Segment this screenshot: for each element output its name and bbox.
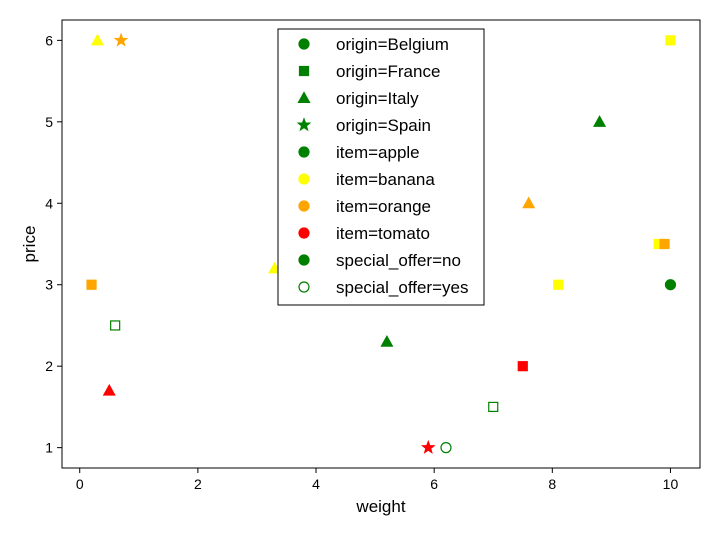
data-point xyxy=(90,33,104,46)
x-axis-ticks: 0 2 4 6 8 10 xyxy=(76,468,679,492)
y-axis-ticks: 1 2 3 4 5 6 xyxy=(45,32,62,456)
y-tick-label: 3 xyxy=(45,277,53,293)
data-point xyxy=(440,442,452,454)
legend-label: origin=Spain xyxy=(336,116,431,135)
x-tick-label: 2 xyxy=(194,476,202,492)
data-point xyxy=(665,35,676,46)
data-point xyxy=(522,196,536,209)
x-tick-label: 4 xyxy=(312,476,320,492)
x-axis-label: weight xyxy=(355,497,405,516)
data-point xyxy=(659,238,670,250)
legend-marker xyxy=(298,38,310,50)
legend-marker xyxy=(298,281,310,293)
legend-label: item=orange xyxy=(336,197,431,216)
data-point xyxy=(268,261,282,274)
legend-label: special_offer=yes xyxy=(336,278,468,297)
legend-marker xyxy=(298,146,310,158)
legend-label: item=apple xyxy=(336,143,420,162)
legend-label: origin=Belgium xyxy=(336,35,449,54)
plot-frame xyxy=(61,19,701,469)
y-tick-label: 6 xyxy=(45,32,53,48)
legend-marker xyxy=(298,254,310,266)
data-point xyxy=(86,279,97,290)
legend-box xyxy=(277,28,485,306)
data-point xyxy=(420,439,436,454)
data-point xyxy=(102,383,116,396)
legend-marker xyxy=(297,91,311,104)
data-point xyxy=(380,335,394,347)
x-tick-label: 8 xyxy=(548,476,556,492)
data-point xyxy=(110,320,121,331)
legend-label: item=tomato xyxy=(336,224,430,243)
y-tick-label: 2 xyxy=(45,358,53,374)
legend-label: item=banana xyxy=(336,170,435,189)
data-point xyxy=(664,279,677,291)
legend-label: special_offer=no xyxy=(336,251,461,270)
y-tick-label: 5 xyxy=(45,114,53,130)
legend-label: origin=France xyxy=(336,62,440,81)
x-tick-label: 10 xyxy=(663,476,679,492)
legend-marker xyxy=(298,227,310,239)
legend-marker xyxy=(296,117,312,132)
plot-area xyxy=(86,32,677,454)
y-tick-label: 4 xyxy=(45,195,53,211)
data-point xyxy=(488,401,499,413)
data-point xyxy=(517,361,528,372)
data-point xyxy=(553,279,564,290)
legend-label: origin=Italy xyxy=(336,89,419,108)
legend: origin=Belgium origin=France origin=Italy o… xyxy=(277,28,485,306)
data-point xyxy=(113,32,129,47)
x-tick-label: 0 xyxy=(76,476,84,492)
x-tick-label: 6 xyxy=(430,476,438,492)
y-axis-label: price xyxy=(20,226,39,263)
legend-marker xyxy=(298,200,310,212)
data-point xyxy=(593,115,607,127)
legend-marker xyxy=(298,173,310,185)
y-tick-label: 1 xyxy=(45,440,53,456)
legend-marker xyxy=(298,65,310,77)
